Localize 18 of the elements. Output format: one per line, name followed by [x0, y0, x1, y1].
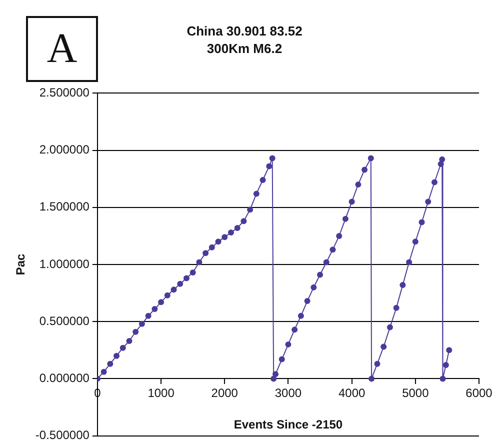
y-tick-label: 1.500000: [39, 200, 90, 214]
x-tick-label: 4000: [338, 386, 366, 400]
y-tick-label: 0.500000: [39, 314, 90, 328]
chart-title: China 30.901 83.52: [186, 23, 302, 38]
x-tick-label: 5000: [402, 386, 430, 400]
x-tick-label: 6000: [466, 386, 493, 400]
y-axis-title: Pac: [14, 254, 28, 276]
text: A: [26, 16, 98, 82]
y-tick-label: 0.000000: [39, 371, 90, 386]
y-tick-label: 2.500000: [39, 86, 90, 100]
x-tick-label: 2000: [211, 386, 238, 400]
chart-subtitle: 300Km M6.2: [206, 40, 282, 56]
x-tick-label: 1000: [148, 386, 175, 400]
y-tick-label: -0.500000: [35, 428, 90, 442]
x-axis-title: Events Since -2150: [234, 418, 343, 432]
y-tick-label: 1.000000: [39, 256, 90, 271]
x-tick-label: 3000: [274, 386, 302, 400]
y-tick-label: 2.000000: [39, 142, 90, 157]
